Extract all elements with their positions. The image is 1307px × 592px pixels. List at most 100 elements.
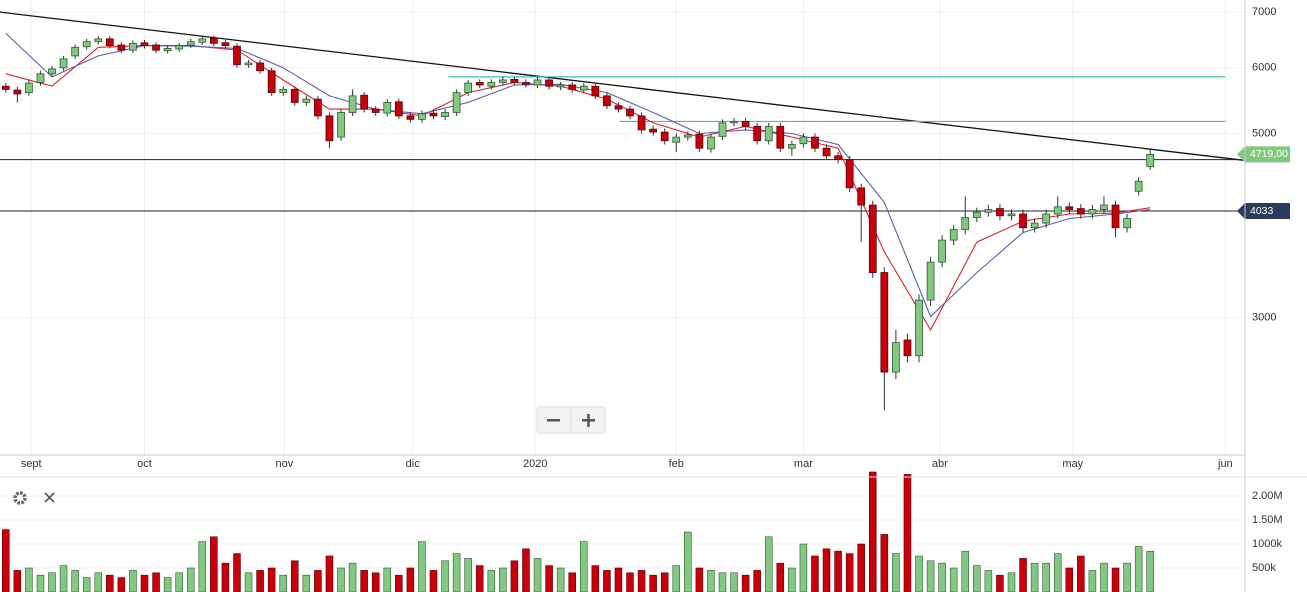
volume-bar bbox=[106, 574, 114, 592]
candle-body bbox=[279, 89, 288, 94]
volume-bar bbox=[834, 550, 842, 592]
candle-body bbox=[1053, 206, 1062, 215]
volume-bar bbox=[244, 572, 253, 592]
volume-bar bbox=[672, 565, 681, 592]
marks-layer bbox=[1, 35, 1155, 592]
candle-body bbox=[337, 112, 345, 138]
candle-body bbox=[996, 208, 1004, 217]
volume-bar bbox=[487, 570, 496, 592]
volume-bar bbox=[753, 570, 761, 592]
candle-body bbox=[1111, 204, 1120, 229]
candle-body bbox=[418, 113, 426, 120]
candle-body bbox=[152, 44, 160, 51]
zoom-out[interactable] bbox=[547, 419, 560, 422]
trendline bbox=[0, 11, 1246, 162]
candle-body bbox=[579, 85, 588, 91]
candle-body bbox=[903, 339, 912, 357]
volume-bar bbox=[649, 574, 657, 592]
volume-bar bbox=[660, 572, 669, 592]
candle-body bbox=[105, 38, 114, 46]
candle-body bbox=[730, 121, 738, 124]
volume-bar bbox=[1134, 546, 1143, 592]
candle-body bbox=[406, 115, 415, 120]
volume-bar bbox=[984, 570, 993, 592]
candle-body bbox=[787, 144, 796, 149]
volume-bar bbox=[36, 574, 45, 592]
volume-bar bbox=[163, 577, 172, 592]
volume-bar bbox=[510, 560, 519, 592]
y-tick-label: 3000 bbox=[1252, 312, 1276, 324]
candle-body bbox=[764, 125, 773, 142]
candle-body bbox=[441, 112, 449, 117]
volume-bar bbox=[614, 567, 623, 592]
candle-body bbox=[371, 108, 380, 113]
volume-bar bbox=[360, 570, 368, 592]
candle-body bbox=[892, 342, 900, 373]
volume-bar bbox=[776, 562, 785, 592]
settings-icon[interactable] bbox=[13, 491, 27, 505]
zoom-in[interactable] bbox=[587, 414, 590, 427]
candle-body bbox=[510, 78, 519, 83]
volume-bar bbox=[915, 555, 923, 592]
volume-bar bbox=[464, 558, 472, 592]
volume-bar bbox=[348, 562, 357, 592]
volume-bar bbox=[788, 567, 796, 592]
candle-body bbox=[140, 42, 149, 46]
close-stroke[interactable] bbox=[44, 492, 55, 503]
volume-bar bbox=[256, 570, 264, 592]
volume-bar bbox=[880, 534, 889, 592]
candle-body bbox=[36, 73, 45, 83]
candle-body bbox=[498, 79, 507, 83]
volume-bar bbox=[1065, 567, 1074, 592]
candle-body bbox=[799, 136, 808, 145]
volume-bar bbox=[48, 572, 56, 592]
volume-bar bbox=[973, 565, 981, 592]
volume-bar bbox=[210, 536, 218, 592]
candle-body bbox=[522, 82, 530, 85]
volume-bar bbox=[117, 577, 126, 592]
volume-bar bbox=[857, 543, 865, 592]
volume-bar bbox=[279, 574, 287, 592]
y-tick-label: 7000 bbox=[1252, 6, 1276, 18]
top-layer: 3000 5000 6000 7000 sept oct nov dic 2020 feb mar a… bbox=[21, 6, 1290, 574]
volume-bar bbox=[1053, 553, 1062, 592]
volume-bar bbox=[152, 572, 160, 592]
volume-bar bbox=[603, 570, 611, 592]
candle-body bbox=[741, 121, 750, 127]
volume-bar bbox=[869, 471, 877, 592]
close-icon[interactable] bbox=[44, 492, 55, 503]
candle-body bbox=[649, 128, 658, 133]
volume-bar bbox=[568, 572, 576, 592]
candle-body bbox=[13, 89, 22, 95]
gear[interactable] bbox=[13, 491, 27, 505]
candle-body bbox=[221, 42, 230, 46]
volume-bar bbox=[533, 558, 542, 592]
volume-bar bbox=[892, 553, 900, 592]
volume-bar bbox=[961, 550, 970, 592]
candle-body bbox=[1, 85, 10, 90]
x-tick-label: nov bbox=[275, 458, 293, 470]
gear-hole bbox=[18, 496, 22, 500]
volume-bar bbox=[799, 543, 808, 592]
volume-bar bbox=[938, 562, 946, 592]
candle-body bbox=[429, 112, 438, 117]
candle-body bbox=[1007, 213, 1016, 217]
volume-bar bbox=[25, 567, 33, 592]
candle-body bbox=[811, 136, 819, 149]
candle-body bbox=[48, 68, 56, 75]
candle-body bbox=[1134, 180, 1143, 192]
price-tag bbox=[1237, 146, 1290, 163]
zoom-controls[interactable] bbox=[536, 406, 606, 434]
candle-body bbox=[1123, 218, 1131, 229]
candle-body bbox=[949, 229, 958, 241]
volume-bar bbox=[707, 570, 715, 592]
candle-body bbox=[129, 42, 137, 51]
price-tag-label: 4719,00 bbox=[1250, 148, 1288, 160]
candle-body bbox=[394, 101, 403, 117]
volume-bar bbox=[845, 553, 854, 592]
volume-bar bbox=[1123, 562, 1131, 592]
volume-bar bbox=[730, 572, 738, 592]
volume-bar bbox=[59, 565, 68, 592]
candle-body bbox=[163, 48, 172, 52]
candle-body bbox=[82, 41, 91, 48]
